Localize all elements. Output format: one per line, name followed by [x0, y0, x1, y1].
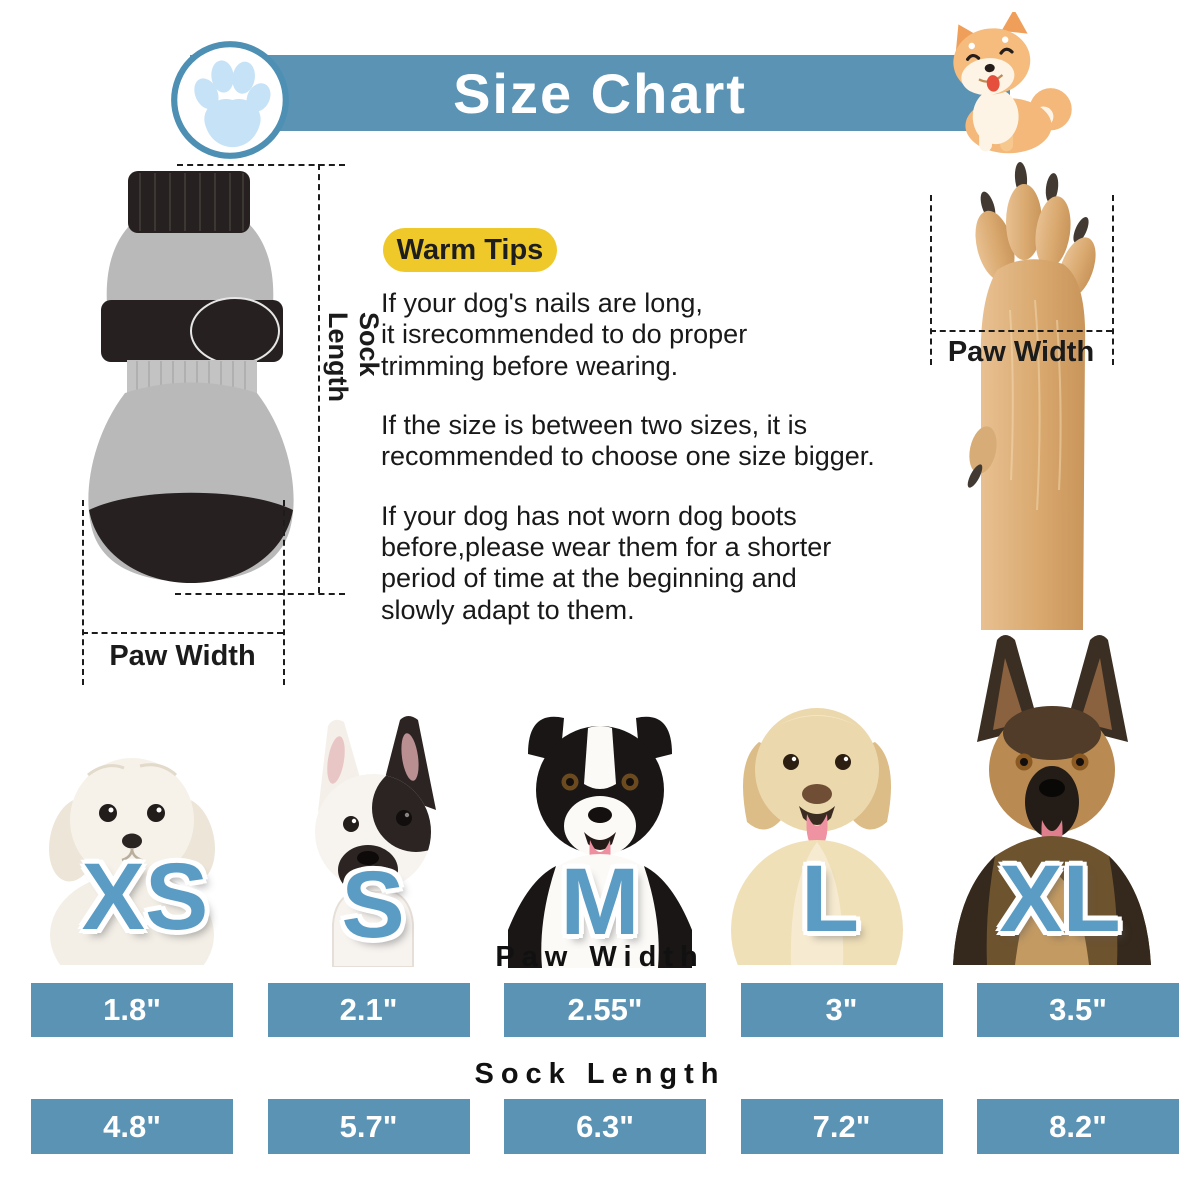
paw-width-measure-line-left — [930, 195, 932, 365]
dog-sock-illustration — [88, 171, 294, 583]
dog-photo-german-shepherd-xl — [953, 635, 1151, 965]
sock-paw-width-measure-line-left — [82, 500, 84, 685]
shiba-mascot-illustration — [953, 12, 1072, 154]
paw-width-measure-line-right — [1112, 195, 1114, 365]
paw-width-cell-s: 2.1" — [267, 983, 470, 1037]
dog-photo-maltese-xs — [49, 758, 215, 965]
paw-width-measure-label: Paw Width — [947, 336, 1095, 368]
size-label-l: L — [800, 846, 860, 952]
page-title: Size Chart — [453, 61, 747, 125]
sock-length-cell-s: 5.7" — [267, 1099, 470, 1154]
sock-length-row: 4.8" 5.7" 6.3" 7.2" 8.2" — [31, 1099, 1179, 1154]
paw-width-cell-l: 3" — [740, 983, 943, 1037]
paw-badge — [168, 38, 292, 162]
dog-photo-labrador-l — [731, 708, 903, 965]
sock-length-measure-label: Sock Length — [323, 312, 384, 402]
tip-paragraph: If the size is between two sizes, it is … — [381, 409, 875, 472]
paw-width-row-header: Paw Width — [495, 941, 705, 973]
size-label-xl: XL — [999, 846, 1121, 952]
sock-paw-width-measure-line-right — [283, 500, 285, 685]
sock-length-measure-line-top — [177, 164, 345, 166]
sock-length-row-header: Sock Length — [474, 1058, 726, 1090]
sock-length-cell-l: 7.2" — [740, 1099, 943, 1154]
paw-width-measure-line — [930, 330, 1112, 332]
dog-photo-french-bulldog-s — [315, 716, 436, 967]
warm-tips-badge: Warm Tips — [383, 228, 557, 272]
sock-length-cell-xs: 4.8" — [31, 1099, 233, 1154]
sock-length-cell-m: 6.3" — [504, 1099, 706, 1154]
dog-paw-photo — [967, 162, 1096, 630]
sock-paw-width-measure-line — [82, 632, 283, 634]
header-banner — [190, 55, 1010, 131]
sock-length-measure-line-vertical — [318, 164, 320, 593]
size-label-xs: XS — [81, 844, 209, 950]
tip-paragraph: If your dog has not worn dog boots befor… — [381, 500, 832, 625]
sock-length-cell-xl: 8.2" — [977, 1099, 1179, 1154]
warm-tips-text: If your dog's nails are long, it isrecom… — [381, 288, 911, 654]
size-label-m: M — [560, 849, 640, 955]
sock-length-measure-line-bottom — [175, 593, 345, 595]
tip-paragraph: If your dog's nails are long, it isrecom… — [381, 288, 748, 381]
paw-width-cell-xl: 3.5" — [977, 983, 1179, 1037]
paw-icon — [171, 41, 289, 159]
paw-width-cell-xs: 1.8" — [31, 983, 233, 1037]
size-label-s: S — [341, 852, 405, 958]
sock-paw-width-measure-label: Paw Width — [109, 640, 256, 672]
paw-width-cell-m: 2.55" — [504, 983, 706, 1037]
paw-width-row: 1.8" 2.1" 2.55" 3" 3.5" — [31, 983, 1179, 1037]
dog-photo-border-collie-m — [508, 716, 692, 968]
